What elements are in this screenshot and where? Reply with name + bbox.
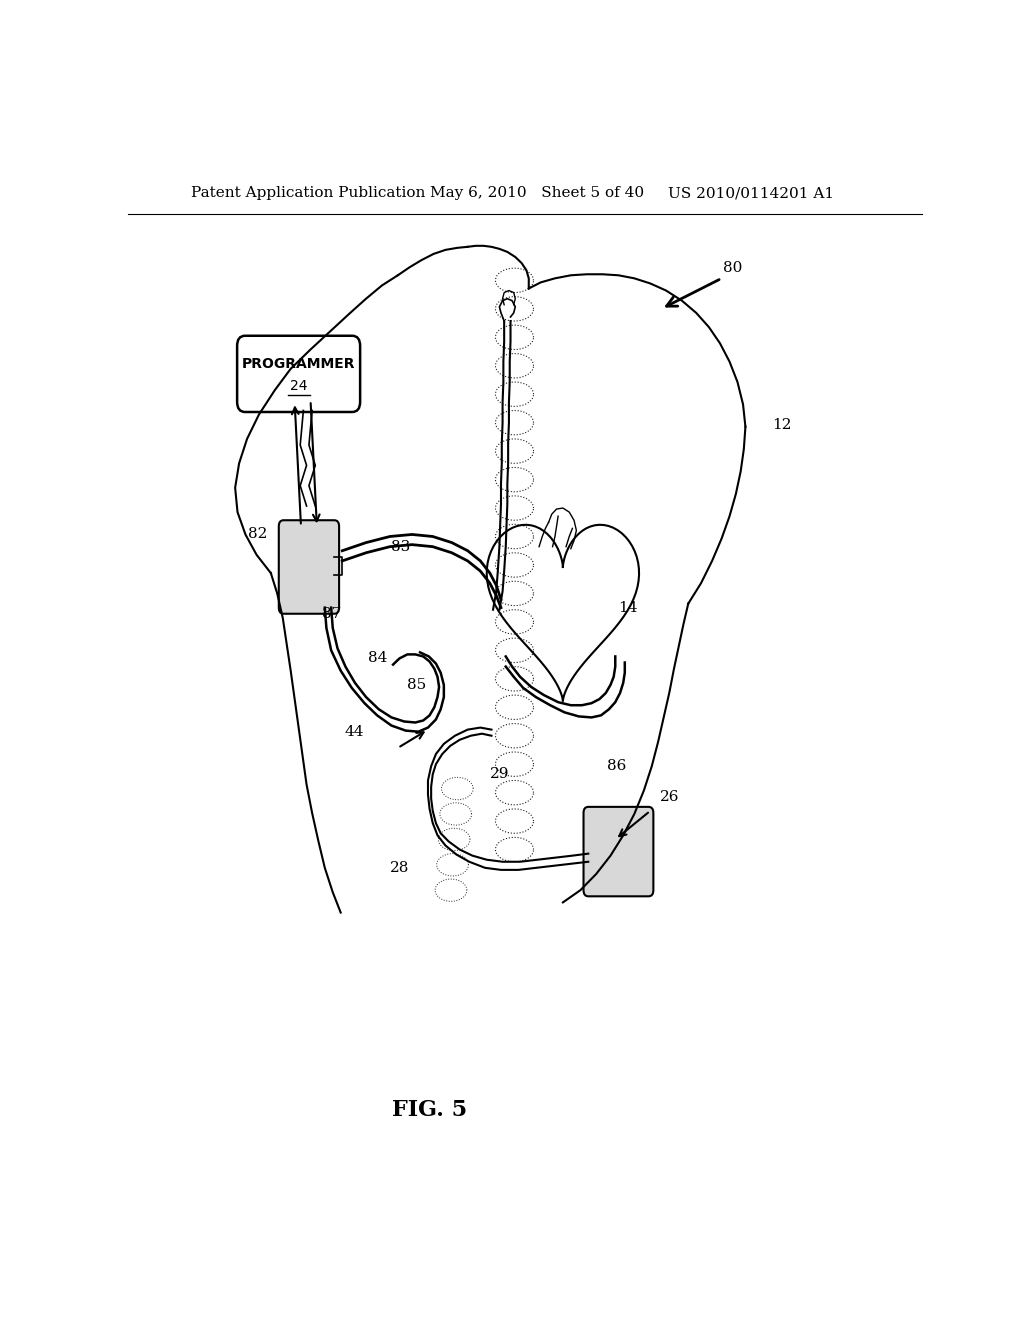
FancyBboxPatch shape (584, 807, 653, 896)
Text: 85: 85 (408, 678, 426, 692)
Text: Patent Application Publication: Patent Application Publication (191, 186, 426, 201)
Text: 80: 80 (723, 261, 742, 275)
Text: 44: 44 (344, 725, 364, 739)
Text: 86: 86 (607, 759, 627, 774)
Text: 83: 83 (391, 540, 411, 553)
Text: 12: 12 (772, 417, 792, 432)
Text: 29: 29 (489, 767, 509, 781)
Text: 24: 24 (290, 379, 307, 393)
Text: FIG. 5: FIG. 5 (392, 1098, 467, 1121)
Text: 84: 84 (368, 652, 387, 665)
Text: May 6, 2010   Sheet 5 of 40: May 6, 2010 Sheet 5 of 40 (430, 186, 644, 201)
Text: 87: 87 (322, 607, 341, 620)
Text: 28: 28 (390, 861, 410, 875)
Text: PROGRAMMER: PROGRAMMER (242, 356, 355, 371)
Text: 14: 14 (618, 601, 638, 615)
Text: US 2010/0114201 A1: US 2010/0114201 A1 (668, 186, 834, 201)
FancyBboxPatch shape (238, 335, 360, 412)
FancyBboxPatch shape (279, 520, 339, 614)
Text: 82: 82 (249, 528, 268, 541)
Text: 26: 26 (659, 789, 679, 804)
